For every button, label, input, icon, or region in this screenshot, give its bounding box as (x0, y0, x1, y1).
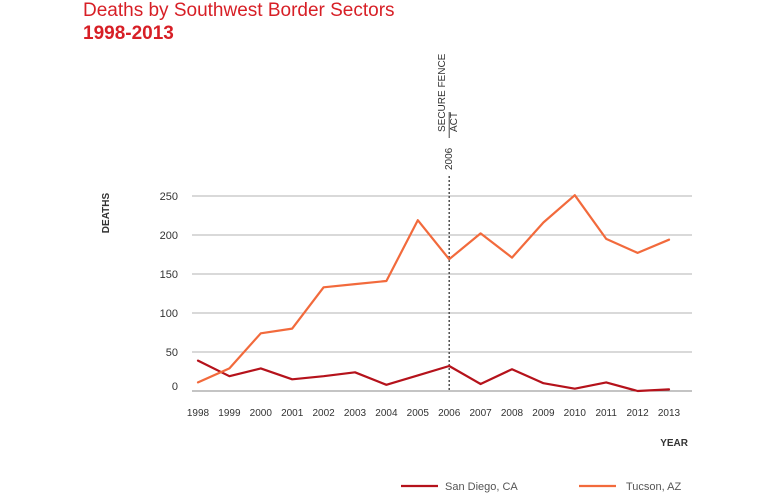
legend-label: Tucson, AZ (626, 481, 682, 493)
y-tick-label: 200 (160, 230, 178, 242)
x-tick-label: 2000 (250, 408, 273, 419)
gridlines (192, 195, 692, 392)
x-tick-label: 2001 (281, 408, 304, 419)
legend-label: San Diego, CA (445, 481, 518, 493)
x-tick-label: 1998 (187, 408, 210, 419)
chart-subtitle: 1998-2013 (83, 23, 174, 44)
x-tick-label: 1999 (218, 408, 241, 419)
annotation-secure-fence-act: 2006 SECURE FENCE ACT (437, 53, 460, 391)
annotation-text-line2: ACT (449, 112, 460, 132)
x-tick-label: 2009 (532, 408, 555, 419)
x-tick-label: 2012 (626, 408, 649, 419)
x-tick-labels: 1998 1999 2000 2001 2002 2003 2004 2005 2006 2007… (187, 408, 681, 419)
y-tick-labels: 0 50 100 150 200 250 (160, 191, 178, 393)
chart-title: Deaths by Southwest Border Sectors (83, 0, 395, 21)
x-tick-label: 2002 (312, 408, 335, 419)
y-tick-label: 100 (160, 308, 178, 320)
series-lines (196, 194, 671, 393)
x-tick-label: 2004 (375, 408, 398, 419)
y-tick-label: 250 (160, 191, 178, 203)
y-tick-label: 150 (160, 269, 178, 281)
x-tick-label: 2006 (438, 408, 461, 419)
y-axis-label: DEATHS (101, 192, 112, 233)
x-tick-label: 2011 (595, 408, 617, 419)
annotation-text-line1: SECURE FENCE (437, 53, 448, 132)
legend: San Diego, CA Tucson, AZ (401, 481, 682, 493)
x-axis-label: YEAR (660, 438, 689, 449)
series-line-tucson (196, 194, 671, 384)
annotation-year-label: 2006 (444, 147, 455, 170)
x-tick-label: 2005 (407, 408, 430, 419)
x-tick-label: 2003 (344, 408, 367, 419)
x-tick-label: 2010 (564, 408, 587, 419)
y-tick-label: 50 (166, 347, 178, 359)
x-tick-label: 2007 (469, 408, 492, 419)
y-tick-label: 0 (172, 381, 178, 393)
x-tick-label: 2013 (658, 408, 681, 419)
series-line-san-diego (196, 359, 671, 393)
x-tick-label: 2008 (501, 408, 524, 419)
